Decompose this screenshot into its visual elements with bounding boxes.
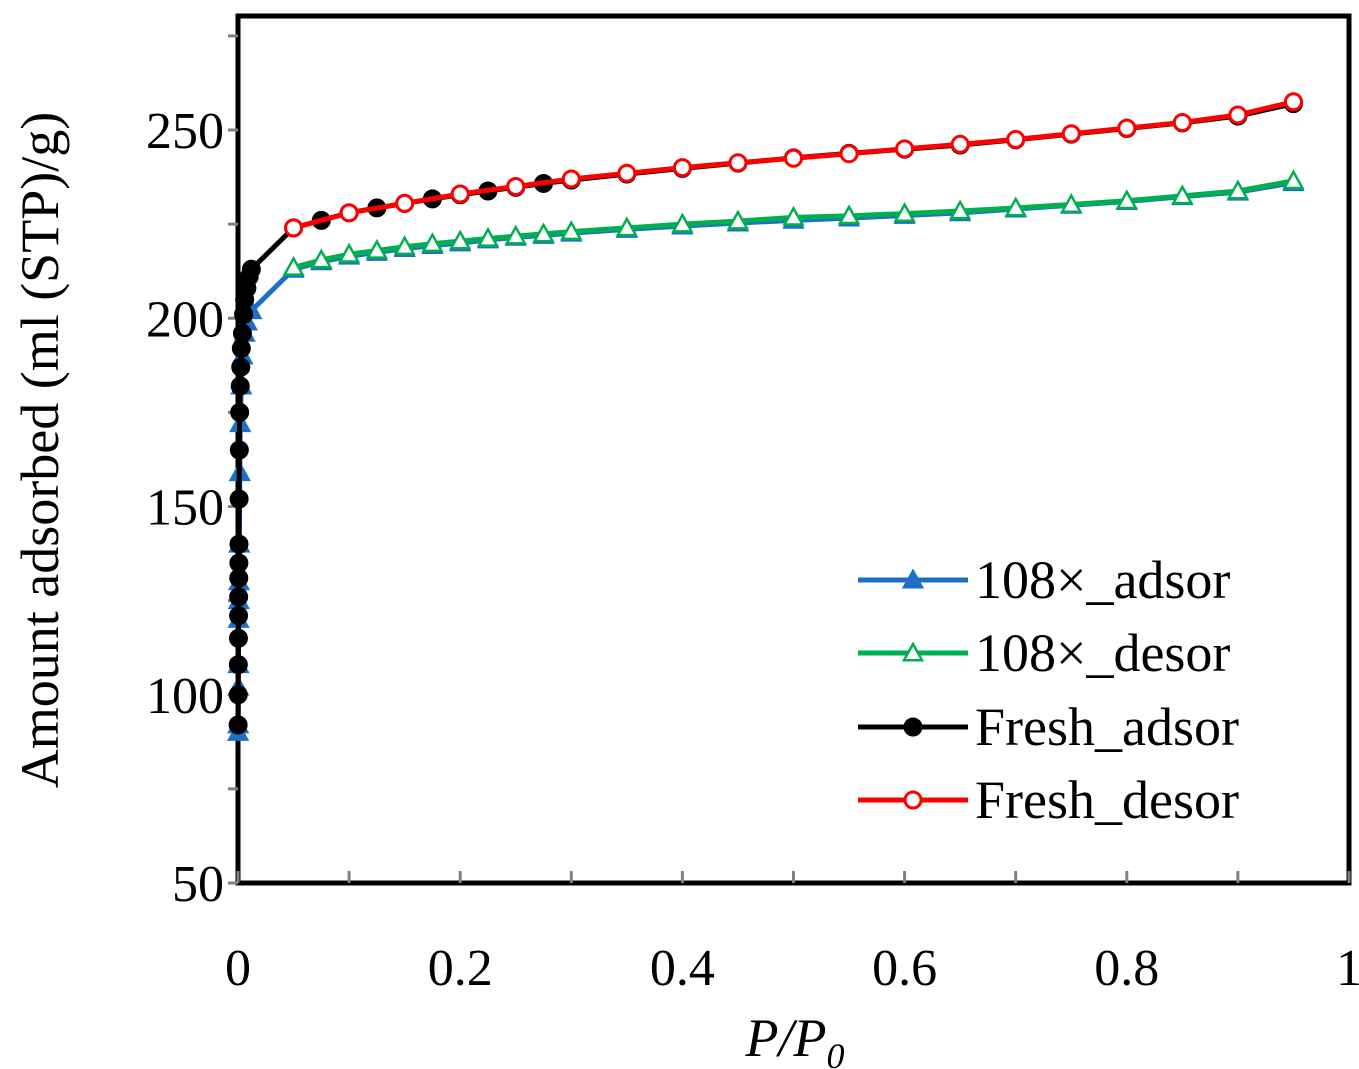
data-point [1226, 179, 1250, 200]
y-tick-label: 200 [146, 291, 224, 348]
data-point [1171, 184, 1194, 205]
x-axis-title-subscript: 0 [826, 1036, 844, 1069]
data-point [1117, 118, 1137, 138]
data-point [449, 229, 472, 250]
data-point [726, 209, 750, 230]
data-point [949, 199, 972, 220]
x-tick-label: 0 [225, 940, 251, 997]
legend-entry: 108×_desor [858, 623, 1230, 683]
series-4 [284, 92, 1303, 238]
data-point [615, 216, 638, 237]
legend-swatch-marker [903, 790, 923, 810]
data-point [229, 440, 249, 460]
legend-label: Fresh_desor [975, 770, 1239, 830]
x-tick-label: 0.8 [1094, 940, 1159, 997]
data-point [1061, 124, 1081, 144]
data-point [950, 134, 970, 154]
data-point [532, 222, 555, 243]
data-point [310, 248, 333, 269]
data-point [1004, 196, 1027, 217]
data-point [617, 163, 637, 183]
legend-entry: 108×_adsor [858, 550, 1230, 610]
data-point [1283, 92, 1303, 112]
data-point [229, 587, 249, 607]
data-point [284, 218, 304, 238]
data-point [504, 224, 527, 245]
data-point [1282, 169, 1305, 190]
y-tick-label: 50 [172, 856, 224, 913]
data-point [229, 553, 249, 573]
data-point [229, 534, 249, 554]
x-tick-label: 0.2 [428, 940, 493, 997]
legend-label: Fresh_adsor [975, 697, 1239, 757]
legend-swatch-marker [901, 641, 925, 662]
data-point [560, 220, 583, 241]
data-point [228, 685, 248, 705]
data-point [1228, 105, 1248, 125]
data-point [365, 238, 388, 259]
data-point [232, 323, 252, 343]
legend: 108×_adsor 108×_desor Fresh_adsor Fresh_des… [858, 550, 1239, 830]
data-point [229, 489, 249, 509]
data-point [230, 376, 250, 396]
data-point [450, 184, 470, 204]
data-point [228, 628, 248, 648]
data-point [782, 205, 805, 226]
data-point [837, 204, 861, 225]
data-point [728, 153, 748, 173]
legend-label: 108×_adsor [975, 550, 1230, 610]
x-tick-label: 0.4 [650, 940, 715, 997]
y-tick-label: 100 [146, 668, 224, 725]
data-point [672, 158, 692, 178]
y-tick-label: 150 [146, 480, 224, 537]
data-point [228, 655, 248, 675]
legend-swatch-marker [901, 568, 925, 589]
data-point [1060, 192, 1083, 213]
data-point [228, 715, 248, 735]
x-axis-title-main: P/P [745, 1008, 827, 1068]
data-point [1115, 189, 1138, 210]
x-tick-label: 1 [1336, 940, 1359, 997]
data-point [506, 176, 526, 196]
data-point [241, 259, 261, 279]
data-point [229, 606, 249, 626]
data-point [282, 255, 305, 276]
data-point [895, 139, 915, 159]
y-axis-title: Amount adsorbed (ml (STP)/g) [10, 112, 70, 788]
data-point [421, 232, 444, 253]
data-point [784, 148, 803, 168]
data-point [1006, 129, 1026, 149]
x-tick-label: 0.6 [872, 940, 937, 997]
data-point [1172, 112, 1192, 132]
data-point [339, 203, 359, 223]
legend-entry: Fresh_adsor [858, 697, 1239, 757]
data-point [839, 144, 859, 164]
data-point [476, 226, 500, 247]
y-tick-label: 250 [146, 103, 224, 160]
data-point [561, 169, 581, 189]
legend-entry: Fresh_desor [858, 770, 1239, 830]
series-layer [226, 92, 1305, 741]
data-point [230, 402, 250, 422]
x-axis-title: P/P0 [745, 1008, 845, 1069]
data-point [393, 235, 416, 256]
legend-swatch-marker [903, 717, 923, 737]
legend-label: 108×_desor [975, 623, 1230, 683]
data-point [231, 357, 251, 377]
series-2 [282, 169, 1305, 276]
data-point [893, 202, 916, 223]
data-point [395, 193, 415, 213]
data-point [671, 212, 694, 233]
data-point [337, 242, 361, 263]
